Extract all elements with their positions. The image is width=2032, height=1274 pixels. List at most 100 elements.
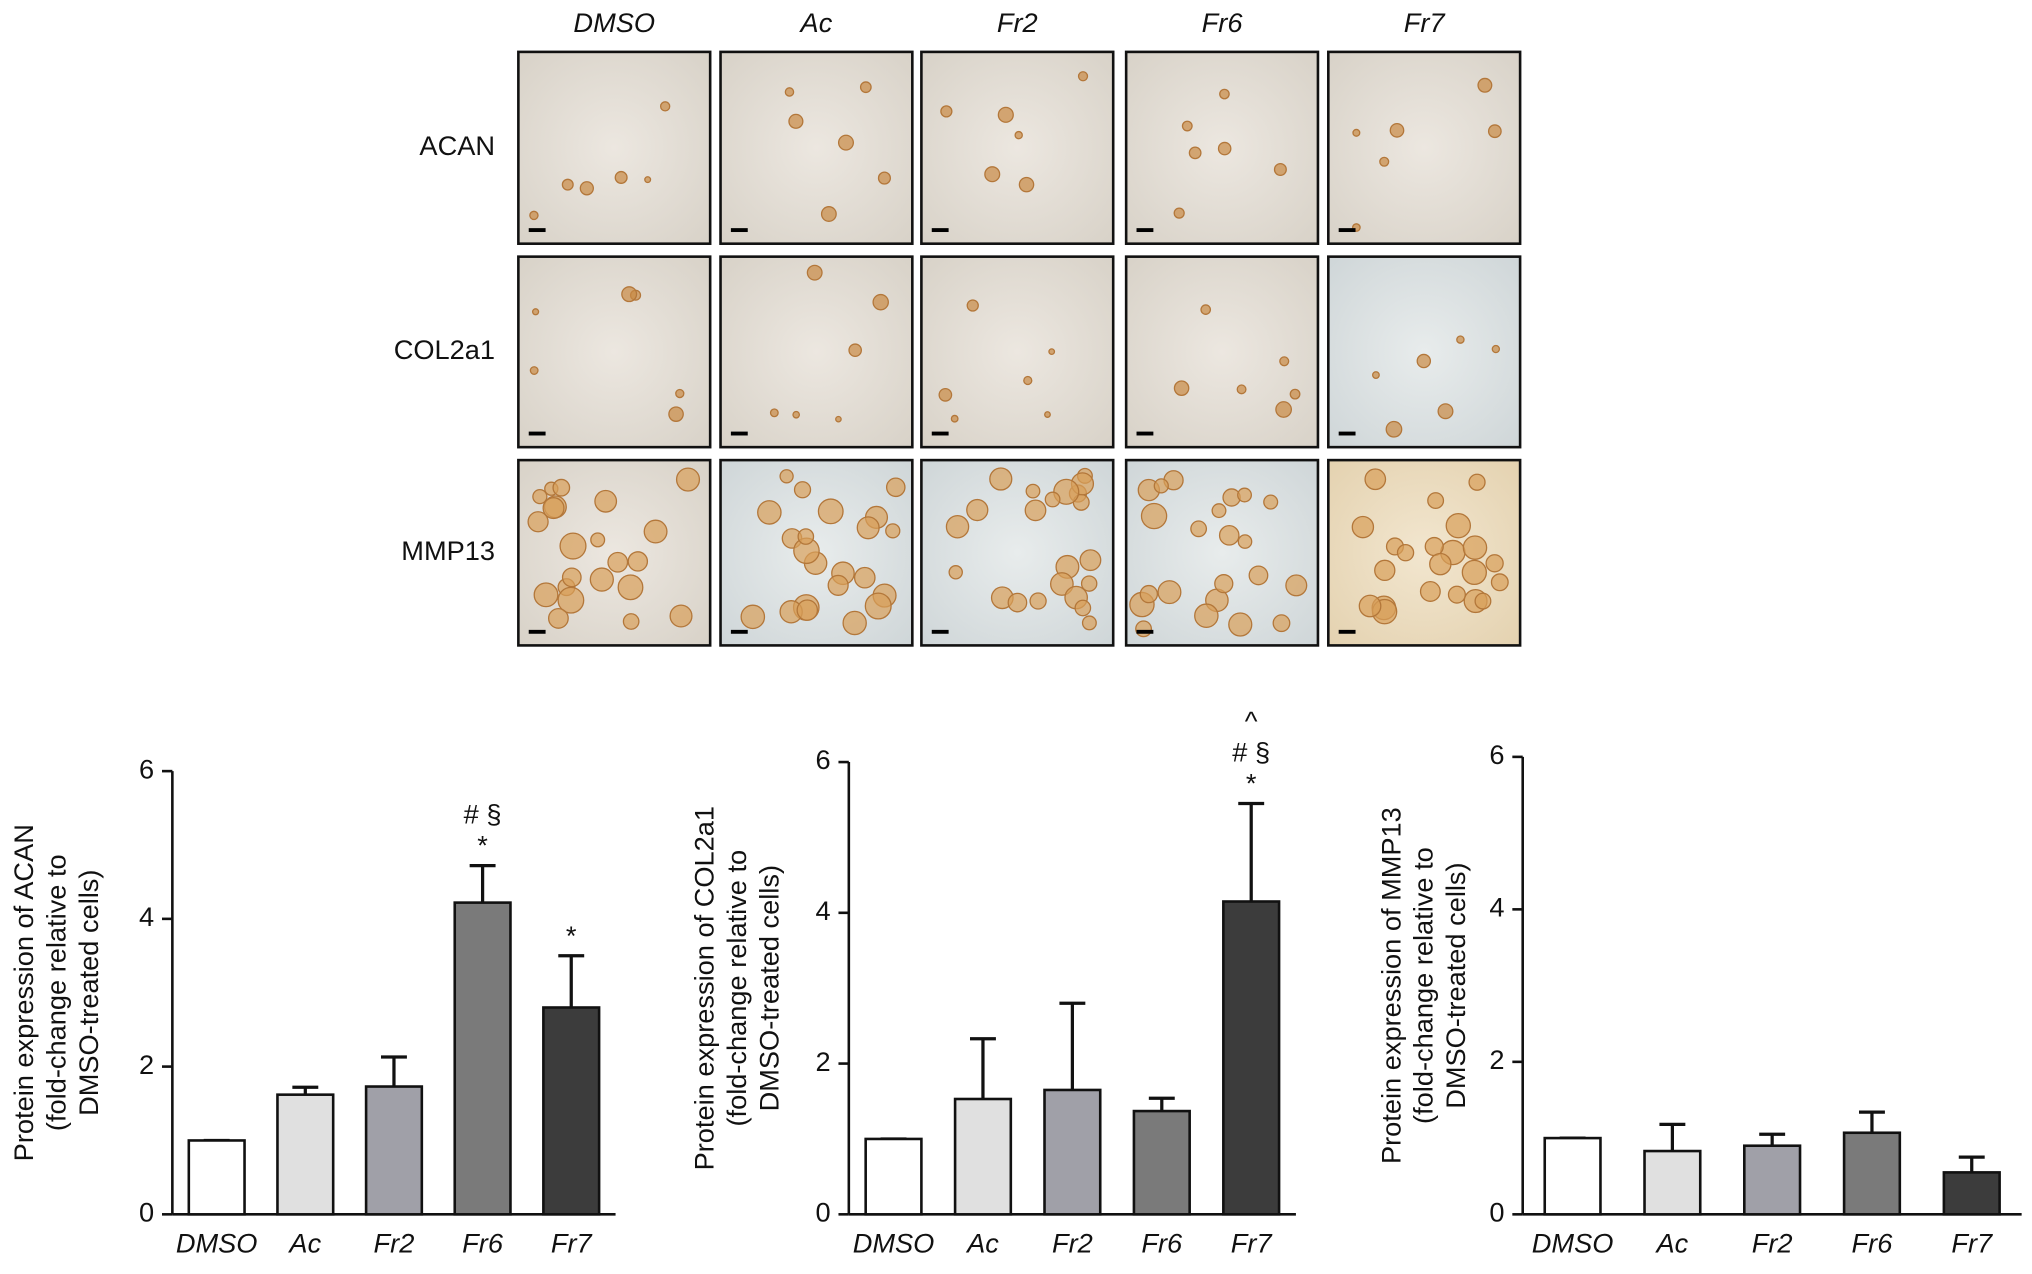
x-tick-label: Ac [965,1228,999,1259]
stained-cell [542,497,565,520]
x-tick-label: DMSO [853,1228,935,1259]
stained-cell [1194,603,1219,629]
stained-cell [945,514,970,539]
stained-cell [1352,128,1361,137]
stained-cell [533,582,559,608]
micrograph [1124,255,1320,449]
stained-cell [989,467,1013,491]
stained-cell [627,551,649,572]
y-axis-label: (fold-change relative to [721,850,752,1127]
stained-cell [796,599,819,621]
stained-cell [1427,492,1445,510]
stained-cell [1044,411,1051,418]
y-tick-label: 0 [816,1197,831,1228]
x-tick-label: DMSO [176,1228,258,1259]
stained-cell [1079,549,1102,572]
stained-cell [1248,565,1269,586]
stained-cell [547,607,569,629]
stained-cell [966,299,979,312]
stained-cell [797,528,815,545]
stained-cell [1490,573,1509,592]
scale-bar [730,629,748,634]
stained-cell [966,498,989,522]
stained-cell [740,604,766,630]
x-tick-label: Ac [1655,1228,1689,1259]
x-tick-label: Fr7 [1951,1228,1993,1259]
stained-cell [885,477,906,498]
y-tick-label: 0 [139,1197,154,1228]
x-tick-label: Fr7 [1231,1228,1273,1259]
stained-cell [1190,520,1208,538]
stained-cell [622,613,640,630]
stained-cell [948,565,963,580]
scale-bar [730,431,748,436]
bar [1643,1149,1702,1216]
y-axis-label: Protein expression of COL2a1 [688,806,719,1170]
stained-cell [984,166,1001,183]
x-tick-label: Fr2 [374,1228,415,1259]
stained-cell [644,176,652,184]
bar [864,1137,923,1216]
stained-cell [788,113,804,129]
y-axis-label: DMSO-treated cells) [753,865,784,1111]
stained-cell [1263,494,1279,510]
bar [1222,900,1281,1216]
stained-cell [1275,401,1293,418]
stained-cell [617,574,644,601]
stained-cell [669,604,693,628]
x-tick-label: Fr2 [1052,1228,1093,1259]
stained-cell [1048,348,1056,356]
stained-cell [659,101,671,112]
stained-cell [1424,536,1444,557]
micrograph [1327,255,1522,449]
scale-bar [931,228,949,233]
stained-cell [1211,503,1227,519]
stained-cell [1139,584,1159,604]
stained-cell [1077,71,1089,82]
stained-cell [1272,614,1291,633]
y-axis-label: Protein expression of MMP13 [1375,807,1406,1164]
stained-cell [1474,592,1492,610]
row-label: MMP13 [401,535,495,566]
stained-cell [1429,552,1452,576]
stained-cell [842,610,867,636]
scale-bar [931,431,949,436]
stained-cell [1237,534,1253,549]
row-label: COL2a1 [394,334,495,365]
bar [453,901,512,1216]
stained-cell [864,592,892,620]
stained-cell [1416,353,1432,369]
stained-cell [1014,130,1023,140]
stained-cell [827,574,849,596]
stained-cell [675,467,701,492]
bar [1942,1171,2001,1216]
stained-cell [590,532,606,548]
stained-cell [557,586,585,614]
x-tick-label: Fr6 [462,1228,504,1259]
stained-cell [531,308,540,316]
scale-bar [730,228,748,233]
column-label: DMSO [573,7,655,38]
stained-cell [940,105,953,118]
stained-cell [793,481,812,499]
stained-cell [1351,515,1375,539]
stained-cell [621,286,638,303]
significance-mark: * [566,920,577,951]
stained-cell [594,489,618,513]
stained-cell [1396,544,1415,562]
column-label: Ac [799,7,833,38]
significance-mark: * [1246,768,1257,799]
significance-mark: # § [1232,736,1270,767]
y-tick-label: 0 [1489,1197,1504,1228]
stained-cell [1217,141,1232,156]
stained-cell [885,523,901,539]
bar [1543,1136,1602,1216]
y-axis-label: DMSO-treated cells) [1440,862,1471,1108]
bar [1842,1131,1902,1216]
micrograph [920,50,1115,245]
stained-cell [1135,620,1153,638]
stained-cell [1371,371,1380,379]
stained-cell [1456,335,1465,344]
stained-cell [997,106,1014,123]
